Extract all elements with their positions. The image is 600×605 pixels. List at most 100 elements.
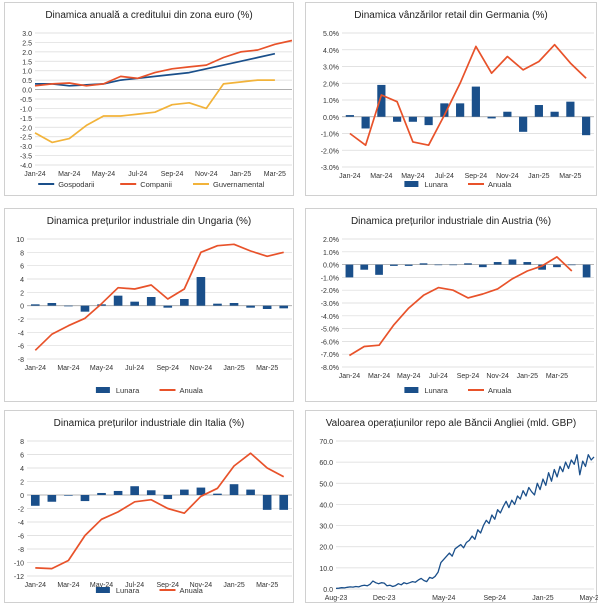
bar <box>375 264 383 275</box>
y-tick-label: -4.0% <box>321 314 339 321</box>
x-tick-label: Nov-24 <box>190 582 213 589</box>
series-line <box>34 79 275 144</box>
chart-prices-italy: -12 -10 -8 -6 -4 -2 0 2 4 6 8 Jan-24 Mar-24 May-24 Jul… <box>14 439 292 595</box>
bar <box>503 111 512 117</box>
y-tick-label: 70.0 <box>319 439 333 446</box>
bar <box>456 103 465 117</box>
x-tick-label: May-24 <box>92 171 115 178</box>
bar <box>246 489 255 495</box>
x-tick-label: Sep-24 <box>465 173 488 180</box>
bar <box>196 277 206 306</box>
x-tick-label: May-24 <box>432 595 455 602</box>
y-tick-label: -8 <box>18 357 24 364</box>
x-tick-label: Jul-24 <box>429 373 448 380</box>
bar <box>390 264 398 266</box>
bar <box>508 259 517 265</box>
x-tick-label: Aug-23 <box>325 595 348 602</box>
x-tick-label: Sep-24 <box>161 171 184 178</box>
y-tick-label: -3.0% <box>321 165 339 172</box>
bar <box>279 305 289 309</box>
chart-title: Dinamica vânzărilor retail din Germania … <box>354 10 548 21</box>
bar <box>464 263 472 265</box>
bar <box>566 101 575 117</box>
x-tick-label: Jul-24 <box>125 365 144 372</box>
y-tick-label: -0.5 <box>20 97 32 104</box>
bar <box>478 264 487 268</box>
legend-label: Anuala <box>488 180 512 189</box>
bar <box>279 495 289 510</box>
y-tick-label: 6 <box>20 264 24 271</box>
bar <box>471 86 480 117</box>
bar <box>246 305 255 308</box>
y-tick-label: 1.5 <box>22 59 32 66</box>
y-tick-label: -4 <box>18 330 24 337</box>
x-tick-label: Jul-24 <box>128 171 147 178</box>
x-tick-label: Mar-25 <box>264 171 286 178</box>
legend-label: Lunara <box>424 386 448 395</box>
bar <box>196 487 206 495</box>
bar <box>360 264 369 270</box>
x-tick-label: Jan-24 <box>339 373 361 380</box>
y-tick-label: 50.0 <box>319 481 333 488</box>
bar <box>80 495 90 502</box>
bar <box>262 495 272 510</box>
y-tick-label: -2.0% <box>321 148 339 155</box>
bar <box>163 495 173 500</box>
x-tick-label: Sep-24 <box>156 365 179 372</box>
x-tick-label: Jan-25 <box>223 365 245 372</box>
bar <box>47 303 57 306</box>
legend-label: Anuala <box>488 386 512 395</box>
chart-panel-prices-hungary: Dinamica prețurilor industriale din Unga… <box>4 208 294 402</box>
x-tick-label: May-25 <box>579 595 598 602</box>
y-tick-label: 3.0% <box>323 65 339 72</box>
bar <box>361 116 370 129</box>
y-tick-label: 0 <box>20 493 24 500</box>
chart-panel-credit-eurozone: Dinamica anuală a creditului din zona eu… <box>4 2 294 196</box>
chart-title: Dinamica prețurilor industriale din Unga… <box>46 216 252 227</box>
bar <box>345 115 354 117</box>
series-line <box>34 243 284 351</box>
y-tick-label: -6 <box>18 344 24 351</box>
y-tick-label: -1.0 <box>20 106 32 113</box>
y-tick-label: 2 <box>20 480 24 487</box>
x-tick-label: Mar-25 <box>546 373 568 380</box>
y-tick-label: 5.0% <box>323 31 339 38</box>
bar <box>64 495 73 496</box>
x-tick-label: Mar-25 <box>256 582 278 589</box>
y-tick-label: -8.0% <box>321 365 339 372</box>
bar <box>424 116 433 126</box>
y-tick-label: 6 <box>20 453 24 460</box>
legend-label: Lunara <box>116 386 140 395</box>
y-tick-label: 0.0% <box>323 115 339 122</box>
y-tick-label: 1.0% <box>323 98 339 105</box>
bar <box>519 116 528 132</box>
bar <box>419 263 428 265</box>
chart-panel-repo-boe: Valoarea operațiunilor repo ale Băncii A… <box>305 410 598 603</box>
bar <box>582 116 591 136</box>
x-tick-label: Jan-24 <box>25 365 47 372</box>
x-tick-label: May-24 <box>397 373 420 380</box>
y-tick-label: 0 <box>20 304 24 311</box>
legend-label: Anuala <box>180 586 204 595</box>
chart-repo-boe: 0.0 10.0 20.0 30.0 40.0 50.0 60.0 70.0 Aug-23 Dec… <box>319 439 598 602</box>
bar <box>550 111 559 117</box>
series-line <box>35 52 276 87</box>
x-tick-label: Jan-25 <box>532 595 554 602</box>
bar <box>434 264 443 266</box>
bar <box>393 116 402 122</box>
bar <box>97 492 106 495</box>
bar <box>377 84 386 117</box>
chart-credit-eurozone: -4.0 -3.5 -3.0 -2.5 -2.0 -1.5 -1.0 -0.5 0.0 0.5 1.… <box>20 31 293 189</box>
bar <box>97 304 106 306</box>
y-tick-label: -1.0% <box>321 275 339 282</box>
x-tick-label: Nov-24 <box>195 171 218 178</box>
x-tick-label: Nov-24 <box>190 365 213 372</box>
series-line <box>34 39 293 87</box>
y-tick-label: -3.0 <box>20 144 32 151</box>
y-tick-label: -1.5 <box>20 116 32 123</box>
bar <box>113 490 123 495</box>
series-line <box>349 43 587 147</box>
y-tick-label: -7.0% <box>321 352 339 359</box>
x-tick-label: Jan-25 <box>230 171 252 178</box>
y-tick-label: 10 <box>16 237 24 244</box>
